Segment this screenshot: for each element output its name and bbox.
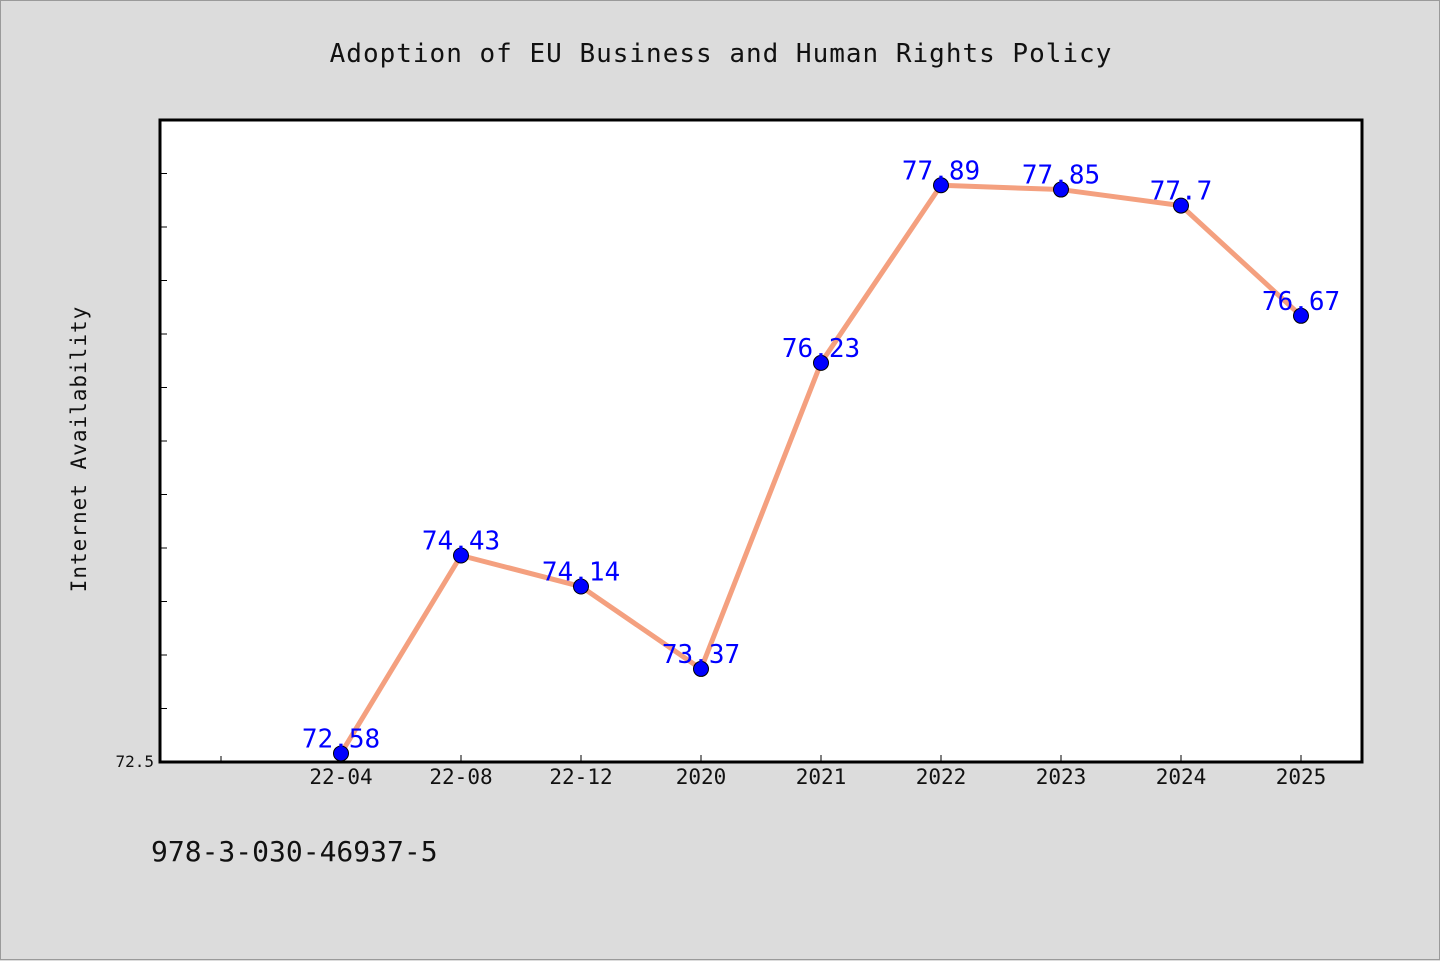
x-tick-label-5: 2022 bbox=[916, 765, 967, 789]
data-label-7: 77.7 bbox=[1150, 177, 1213, 207]
y-axis-label: Internet Availability bbox=[67, 306, 91, 593]
series-layer bbox=[333, 177, 1309, 762]
x-tick-label-2: 22-12 bbox=[549, 765, 612, 789]
data-point-5 bbox=[933, 177, 949, 194]
y-axis-ticks: 72.5 bbox=[115, 119, 167, 771]
data-label-5: 77.89 bbox=[902, 156, 980, 186]
x-tick-label-0: 22-04 bbox=[309, 765, 372, 789]
data-label-2: 74.14 bbox=[542, 558, 620, 588]
y-tick-label-0: 72.5 bbox=[115, 752, 154, 771]
data-point-3 bbox=[693, 660, 709, 677]
data-label-1: 74.43 bbox=[422, 526, 500, 556]
x-tick-label-6: 2023 bbox=[1036, 765, 1087, 789]
x-axis-ticks: 22-04 22-08 22-12 2020 2021 2022 2023 2024 2025 bbox=[220, 755, 1327, 789]
plot-area bbox=[158, 118, 1364, 764]
x-tick-label-8: 2025 bbox=[1276, 765, 1327, 789]
x-tick-label-4: 2021 bbox=[796, 765, 847, 789]
x-tick-label-7: 2024 bbox=[1156, 765, 1207, 789]
data-point-6 bbox=[1053, 181, 1069, 198]
data-point-8 bbox=[1293, 307, 1309, 324]
chart-title: Adoption of EU Business and Human Rights… bbox=[330, 39, 1113, 69]
data-point-1 bbox=[453, 547, 469, 564]
x-tick-label-1: 22-08 bbox=[429, 765, 492, 789]
data-label-0: 72.58 bbox=[302, 724, 380, 754]
x-tick-label-3: 2020 bbox=[676, 765, 727, 789]
isbn-footer: 978-3-030-46937-5 bbox=[151, 835, 438, 868]
data-label-4: 76.23 bbox=[782, 334, 860, 364]
data-labels: 72.58 74.43 74.14 73.37 76.23 77.89 77.85 77.7 7… bbox=[302, 156, 1340, 754]
data-point-4 bbox=[813, 354, 829, 371]
data-point-2 bbox=[573, 578, 589, 595]
data-point-0 bbox=[333, 745, 349, 762]
data-label-8: 76.67 bbox=[1262, 287, 1340, 317]
data-label-6: 77.85 bbox=[1022, 161, 1100, 191]
data-point-7 bbox=[1173, 197, 1189, 214]
data-label-3: 73.37 bbox=[662, 640, 740, 670]
